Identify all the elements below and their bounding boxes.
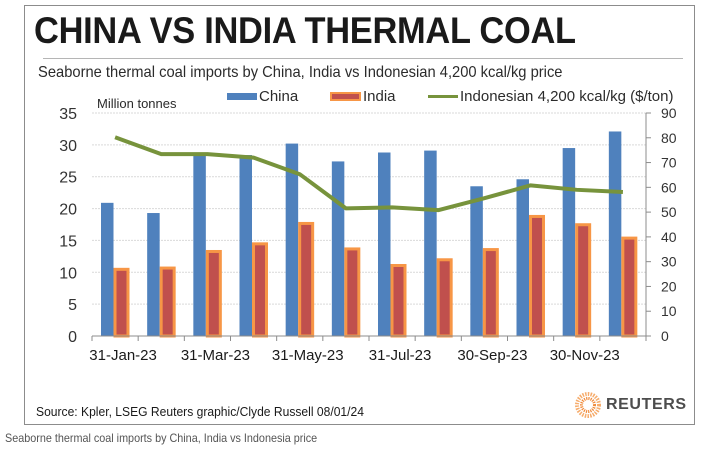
- y2-tick-label: 90: [661, 105, 677, 121]
- title-separator: [43, 58, 683, 59]
- legend-price: Indonesian 4,200 kcal/kg ($/ton): [428, 87, 674, 105]
- x-tick-label: 31-Mar-23: [181, 347, 250, 364]
- y2-tick-label: 30: [661, 254, 677, 270]
- reuters-dots-icon: [575, 392, 601, 418]
- china-bar: [608, 131, 622, 336]
- image-caption: Seaborne thermal coal imports by China, …: [5, 431, 318, 445]
- y2-tick-label: 10: [661, 303, 677, 319]
- chart-subtitle: Seaborne thermal coal imports by China, …: [38, 64, 563, 81]
- y2-tick-label: 70: [661, 155, 677, 171]
- y-tick-label: 0: [68, 329, 77, 346]
- india-bar: [205, 249, 222, 338]
- y-tick-label: 25: [59, 170, 77, 187]
- y-tick-label: 20: [59, 202, 77, 219]
- india-bar: [298, 221, 315, 338]
- chart-frame: [24, 5, 695, 425]
- y-tick-label: 5: [68, 297, 77, 314]
- chart-title: CHINA VS INDIA THERMAL COAL: [34, 10, 576, 51]
- legend-india: India: [330, 87, 396, 105]
- y2-tick-label: 60: [661, 179, 677, 195]
- x-tick-label: 31-Jul-23: [369, 347, 432, 364]
- y-tick-label: 35: [59, 106, 77, 123]
- china-bar: [378, 152, 391, 336]
- legend-price-swatch: [428, 94, 458, 98]
- y2-tick-label: 50: [661, 204, 677, 220]
- india-bar: [390, 264, 407, 338]
- legend-china: China: [227, 87, 299, 105]
- legend-price-label: Indonesian 4,200 kcal/kg ($/ton): [460, 87, 674, 105]
- x-tick-label: 30-Nov-23: [550, 347, 620, 364]
- y-tick-label: 15: [59, 233, 77, 250]
- china-bar: [285, 143, 299, 336]
- india-bar: [621, 236, 638, 338]
- china-bar: [147, 213, 160, 336]
- china-bar: [239, 155, 252, 336]
- china-bar: [562, 148, 576, 336]
- y-tick-label: 10: [59, 265, 77, 282]
- y2-tick-label: 20: [661, 278, 677, 294]
- india-bar: [529, 214, 545, 338]
- china-bar: [193, 152, 206, 336]
- china-bar: [331, 161, 345, 336]
- price-line-group: [114, 135, 624, 213]
- price-line: [114, 135, 624, 213]
- bars: [101, 131, 638, 338]
- legend-china-label: China: [259, 87, 299, 105]
- axes: 0 5 10 15 20 25 30 35 0 10 20 30 40 50 60 70 80 90 31-Jan-…: [59, 105, 677, 364]
- india-bar: [575, 223, 592, 338]
- china-bar: [470, 186, 483, 336]
- reuters-wordmark: REUTERS: [606, 396, 687, 413]
- india-bar: [436, 258, 453, 338]
- reuters-logo: REUTERS: [575, 392, 687, 418]
- legend-india-swatch: [330, 91, 361, 101]
- x-tick-label: 31-May-23: [272, 347, 344, 364]
- india-bar: [159, 266, 176, 338]
- india-bar: [252, 242, 268, 338]
- x-tick-label: 30-Sep-23: [457, 347, 527, 364]
- source-note: Source: Kpler, LSEG Reuters graphic/Clyd…: [36, 404, 364, 419]
- india-bar: [344, 247, 361, 338]
- china-bar: [101, 202, 114, 336]
- india-bar: [482, 248, 499, 338]
- legend-china-swatch: [227, 92, 257, 100]
- china-bar: [424, 150, 437, 336]
- x-tick-label: 31-Jan-23: [89, 347, 157, 364]
- y-axis-label: Million tonnes: [97, 96, 177, 111]
- y2-tick-label: 40: [661, 229, 677, 245]
- china-bar: [516, 179, 529, 336]
- legend-india-label: India: [363, 87, 396, 105]
- y2-tick-label: 0: [661, 328, 669, 344]
- y2-tick-label: 80: [661, 130, 677, 146]
- y-tick-label: 30: [59, 138, 77, 155]
- india-bar: [113, 267, 130, 338]
